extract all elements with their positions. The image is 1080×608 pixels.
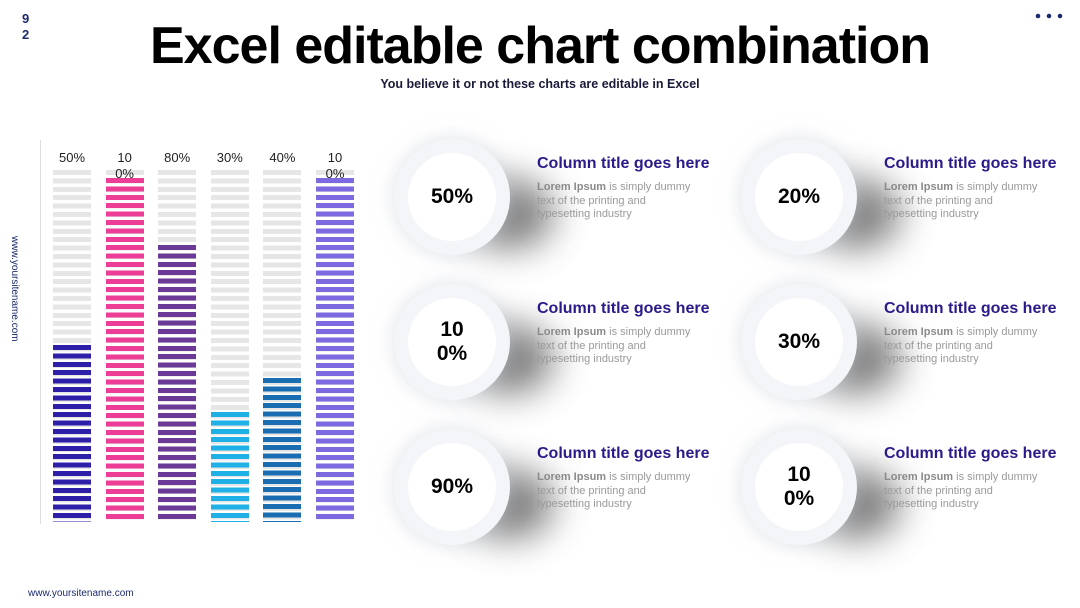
card-title: Column title goes here [884,445,1057,462]
value-label: 30% [216,150,243,165]
card: 20% Column title goes here Lorem Ipsum is … [741,139,1071,269]
card: 50% Column title goes here Lorem Ipsum is … [394,139,724,269]
card: 100% Column title goes here Lorem Ipsum is… [394,284,724,414]
card-body: Lorem Ipsum is simply dummy text of the … [537,181,697,222]
card-title: Column title goes here [537,445,710,462]
side-site: www.yoursitename.com [9,236,20,342]
card-value: 50% [430,185,474,208]
title: Excel editable chart combination [150,17,931,75]
card-title: Column title goes here [537,300,710,317]
card-text: is simply dummy text of the printing and… [884,471,1038,510]
bar [53,345,91,522]
disc: 30% [755,298,843,386]
value-label: 100% [325,150,345,181]
card-text: is simply dummy text of the printing and… [884,181,1038,220]
ring: 100% [741,429,857,545]
ring: 20% [741,139,857,255]
value-label: 100% [115,150,134,181]
bar [316,178,354,522]
card-text: is simply dummy text of the printing and… [537,181,691,220]
page-number: 92 [22,11,30,42]
card-value: 100% [436,318,468,365]
card-body: Lorem Ipsum is simply dummy text of the … [537,471,697,512]
bar [158,244,197,522]
card-value: 20% [777,185,821,208]
card-text: is simply dummy text of the printing and… [884,326,1038,365]
card-lead: Lorem Ipsum [537,181,607,193]
disc: 50% [408,153,496,241]
disc: 100% [408,298,496,386]
card-text: is simply dummy text of the printing and… [537,471,691,510]
card-lead: Lorem Ipsum [884,181,954,193]
bar [210,411,249,522]
card-title: Column title goes here [884,300,1057,317]
subtitle: You believe it or not these charts are e… [380,77,700,91]
card: 100% Column title goes here Lorem Ipsum is… [741,429,1071,559]
ring: 100% [394,284,510,400]
card-title: Column title goes here [537,155,710,172]
disc: 100% [755,443,843,531]
menu-dots[interactable] [1034,12,1064,20]
card-body: Lorem Ipsum is simply dummy text of the … [884,326,1044,367]
disc: 20% [755,153,843,241]
card-value: 90% [430,475,474,498]
card-title: Column title goes here [884,155,1057,172]
card-value: 100% [783,463,815,510]
disc: 90% [408,443,496,531]
bar [263,378,302,522]
card-text: is simply dummy text of the printing and… [537,326,691,365]
card: 30% Column title goes here Lorem Ipsum is … [741,284,1071,414]
value-label: 80% [164,150,191,165]
bar [105,178,144,522]
value-label: 50% [58,150,86,165]
card-lead: Lorem Ipsum [884,326,954,338]
ring: 90% [394,429,510,545]
card-lead: Lorem Ipsum [537,326,607,338]
card-lead: Lorem Ipsum [884,471,954,483]
footer-site: www.yoursitename.com [28,588,134,599]
card-body: Lorem Ipsum is simply dummy text of the … [884,471,1044,512]
chart: 50% 100% 80% 30% 40% 100% [40,140,361,524]
card-lead: Lorem Ipsum [537,471,607,483]
card-body: Lorem Ipsum is simply dummy text of the … [884,181,1044,222]
card: 90% Column title goes here Lorem Ipsum is … [394,429,724,559]
ring: 30% [741,284,857,400]
card-value: 30% [777,330,821,353]
card-body: Lorem Ipsum is simply dummy text of the … [537,326,697,367]
value-label: 40% [269,150,296,165]
ring: 50% [394,139,510,255]
